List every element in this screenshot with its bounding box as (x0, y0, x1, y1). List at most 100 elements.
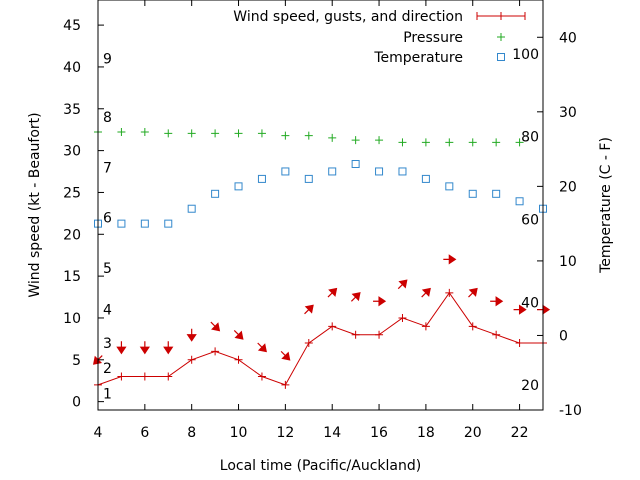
y-right-tick-label: 0 (559, 328, 568, 344)
legend: Wind speed, gusts, and direction Pressur… (233, 9, 526, 66)
wind-speed-point (281, 380, 290, 389)
temperature-point (421, 174, 430, 183)
x-tick-label: 12 (276, 425, 294, 441)
x-tick-label: 20 (464, 425, 482, 441)
x-tick-label: 8 (187, 425, 196, 441)
pressure-point (375, 136, 384, 145)
temperature-point (164, 219, 173, 228)
temperature-point (304, 174, 313, 183)
y-right-tick-label: 30 (559, 105, 577, 121)
pressure-point (304, 131, 313, 140)
data-layer (92, 127, 551, 389)
temperature-point (468, 189, 477, 198)
temperature-point (351, 160, 360, 168)
beaufort-label: 1 (103, 386, 112, 402)
x-tick-label: 16 (370, 425, 388, 441)
fahrenheit-label: 100 (512, 47, 539, 63)
pressure-point (281, 131, 290, 140)
legend-swatch-pressure (497, 33, 505, 41)
y-right-tick-label: -10 (559, 403, 582, 419)
y-right-tick-label: 10 (559, 254, 577, 270)
wind-direction-arrow (468, 287, 478, 298)
beaufort-label: 2 (103, 361, 112, 377)
temperature-point (187, 204, 196, 213)
wind-direction-arrow (257, 342, 267, 353)
wind-speed-point (421, 322, 430, 331)
wind-speed-point (234, 355, 243, 364)
pressure-point (445, 138, 454, 147)
wind-direction-arrow (421, 287, 431, 298)
beaufort-label: 5 (103, 261, 112, 277)
fahrenheit-label: 40 (521, 295, 539, 311)
pressure-point (328, 133, 337, 142)
temperature-point (445, 182, 454, 191)
x-tick-label: 6 (140, 425, 149, 441)
pressure-point (211, 129, 220, 138)
wind-speed-point (328, 322, 337, 331)
temperature-point (234, 182, 243, 191)
y-axis-label-right: Temperature (C - F) (598, 137, 614, 274)
temperature-point (492, 189, 501, 198)
legend-swatch-temperature (497, 53, 505, 61)
wind-speed-point (164, 372, 173, 381)
y-left-tick-label: 20 (63, 227, 81, 243)
y-left-tick-label: 10 (63, 311, 81, 327)
x-tick-label: 10 (230, 425, 248, 441)
wind-speed-point (375, 330, 384, 339)
wind-direction-arrow (233, 330, 244, 340)
pressure-point (234, 129, 243, 138)
pressure-point (351, 136, 360, 145)
beaufort-label: 4 (103, 303, 112, 319)
wind-direction-arrow (210, 321, 221, 332)
beaufort-label: 8 (103, 110, 112, 126)
temperature-point (281, 167, 290, 176)
wind-speed-point (117, 372, 126, 381)
pressure-point (140, 127, 149, 136)
pressure-point (492, 138, 501, 147)
wind-speed-point (468, 322, 477, 331)
pressure-point (257, 129, 266, 138)
fahrenheit-label: 60 (521, 212, 539, 228)
beaufort-label: 7 (103, 160, 112, 176)
y-right-tick-label: 40 (559, 30, 577, 46)
y-left-tick-label: 15 (63, 269, 81, 285)
wind-direction-arrow (186, 328, 197, 342)
wind-speed-point (257, 372, 266, 381)
temperature-point (328, 167, 337, 176)
fahrenheit-label: 20 (521, 378, 539, 394)
y-right-tick-label: 20 (559, 179, 577, 195)
wind-direction-arrow (373, 296, 387, 307)
wind-direction-arrow (513, 304, 527, 315)
y-left-tick-label: 40 (63, 60, 81, 76)
y-axis-label-left: Wind speed (kt - Beaufort) (27, 112, 43, 297)
temperature-point (117, 219, 126, 228)
pressure-point (468, 138, 477, 147)
y-left-tick-label: 35 (63, 102, 81, 118)
pressure-point (398, 138, 407, 147)
y-left-tick-label: 0 (72, 395, 81, 411)
wind-direction-arrow (139, 341, 150, 355)
temperature-point (211, 189, 220, 198)
y-left-tick-label: 5 (72, 353, 81, 369)
wind-direction-arrow (490, 296, 504, 307)
x-tick-label: 18 (417, 425, 435, 441)
beaufort-label: 9 (103, 52, 112, 68)
pressure-point (164, 129, 173, 138)
pressure-point (421, 138, 430, 147)
wind-speed-line (97, 291, 543, 386)
wind-direction-arrow (327, 287, 338, 298)
wind-direction-arrow (350, 292, 361, 302)
temperature-point (375, 167, 384, 176)
wind-speed-point (304, 339, 313, 348)
legend-label-temperature: Temperature (373, 50, 463, 66)
temperature-point (257, 174, 266, 183)
fahrenheit-label: 80 (521, 130, 539, 146)
wind-speed-point (492, 330, 501, 339)
wind-speed-point (445, 288, 454, 297)
wind-speed-point (351, 330, 360, 339)
wind-direction-arrow (280, 350, 291, 361)
y-left-tick-label: 45 (63, 18, 81, 34)
pressure-point (187, 129, 196, 138)
